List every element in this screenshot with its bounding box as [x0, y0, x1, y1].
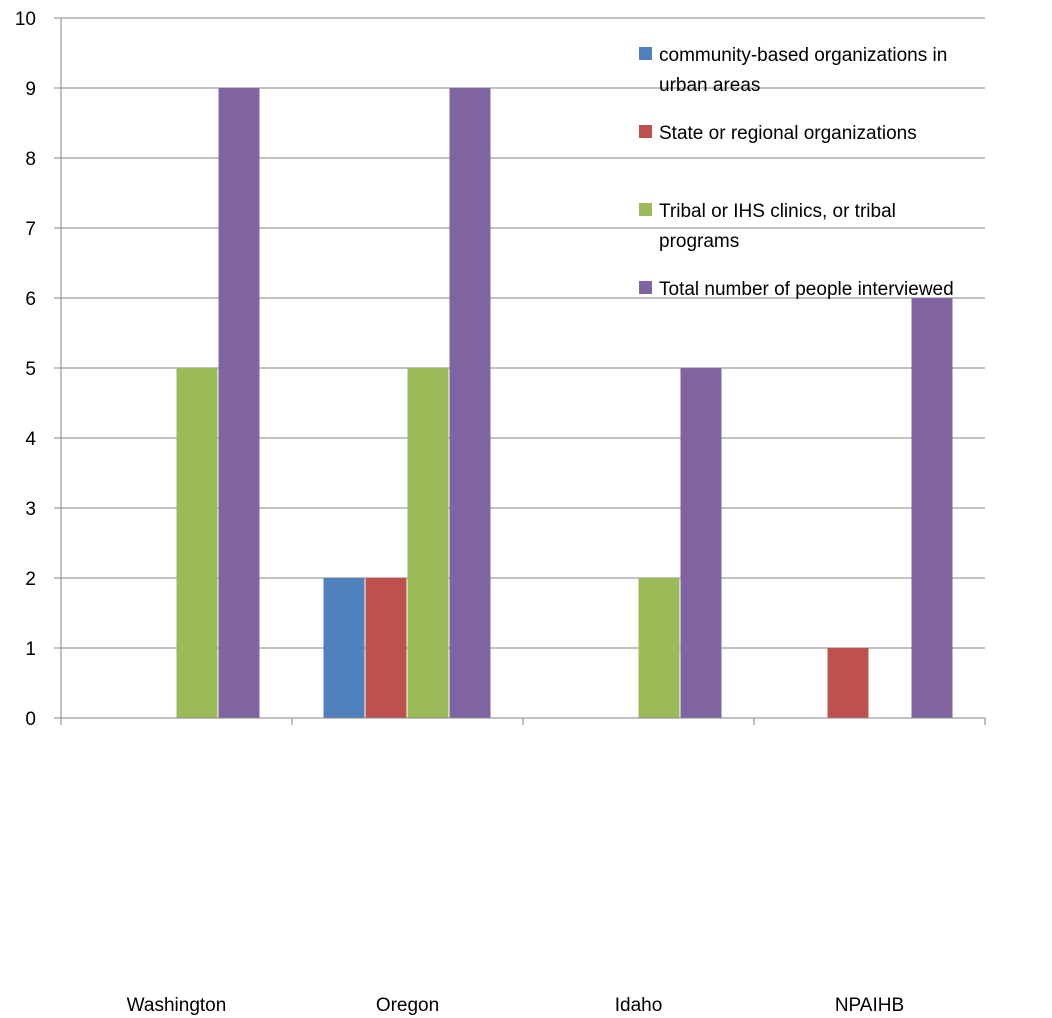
category-label: Oregon — [376, 995, 439, 1016]
y-tick-label: 8 — [25, 149, 36, 170]
y-tick-label: 2 — [25, 569, 36, 590]
legend-item: Tribal or IHS clinics, or tribal programs — [639, 201, 896, 252]
legend-swatch — [639, 47, 652, 60]
legend-swatch — [639, 125, 652, 138]
axes — [54, 17, 986, 725]
legend-swatch — [639, 203, 652, 216]
legend-label: Total number of people interviewed — [659, 279, 954, 300]
y-tick-label: 7 — [25, 219, 36, 240]
legend: community-based organizations in urban ar… — [639, 45, 954, 300]
bar — [638, 578, 680, 718]
y-tick-label: 0 — [25, 709, 36, 730]
legend-label: State or regional organizations — [659, 123, 917, 144]
bar — [323, 578, 365, 718]
legend-label: urban areas — [659, 75, 760, 96]
category-labels: Washington Oregon Idaho NPAIHB — [127, 995, 904, 1016]
bar — [911, 298, 953, 718]
bar — [449, 88, 491, 718]
y-tick-label: 5 — [25, 359, 36, 380]
category-label: Washington — [127, 995, 227, 1016]
bar — [827, 648, 869, 718]
y-tick-label: 3 — [25, 499, 36, 520]
y-tick-label: 4 — [25, 429, 36, 450]
bar — [218, 88, 260, 718]
legend-item: State or regional organizations — [639, 123, 917, 144]
y-tick-label: 6 — [25, 289, 36, 310]
y-tick-labels: 0 1 2 3 4 5 6 7 8 9 10 — [15, 9, 37, 730]
legend-label: community-based organizations in — [659, 45, 947, 66]
legend-label: Tribal or IHS clinics, or tribal — [659, 201, 896, 222]
legend-swatch — [639, 281, 652, 294]
bar — [176, 368, 218, 718]
bars — [176, 88, 953, 718]
y-tick-label: 9 — [25, 79, 36, 100]
y-tick-label: 1 — [25, 639, 36, 660]
bar — [365, 578, 407, 718]
legend-item: Total number of people interviewed — [639, 279, 954, 300]
category-label: NPAIHB — [835, 995, 904, 1016]
bar — [407, 368, 449, 718]
y-tick-label: 10 — [15, 9, 36, 30]
legend-item: community-based organizations in urban ar… — [639, 45, 947, 96]
category-label: Idaho — [615, 995, 663, 1016]
bar — [680, 368, 722, 718]
legend-label: programs — [659, 231, 739, 252]
